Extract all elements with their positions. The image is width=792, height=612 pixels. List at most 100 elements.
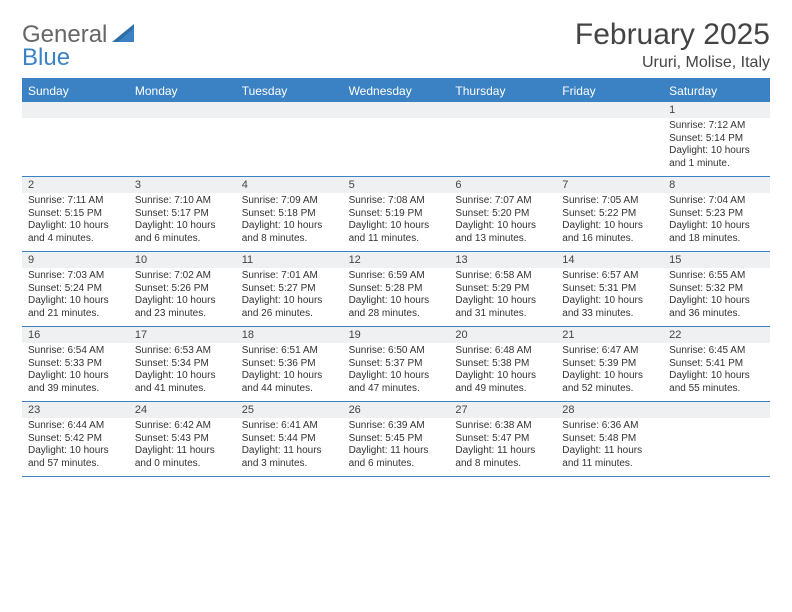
day-number [343,102,450,118]
day-number: 22 [663,327,770,343]
day-info-line: Sunrise: 6:58 AM [455,270,550,283]
day-cell [556,118,663,176]
day-number-row: 2345678 [22,177,770,193]
day-cell [22,118,129,176]
day-info-line: Daylight: 11 hours [455,445,550,458]
week-row: Sunrise: 6:54 AMSunset: 5:33 PM Daylight:… [22,343,770,402]
day-info-line: Sunrise: 7:05 AM [562,195,657,208]
day-cell: Sunrise: 6:39 AMSunset: 5:45 PMDaylight:… [343,418,450,476]
day-of-week-label: Tuesday [236,80,343,102]
day-info-line: Sunrise: 6:39 AM [349,420,444,433]
day-info-line: Sunrise: 6:55 AM [669,270,764,283]
month-title: February 2025 [575,18,770,52]
day-number: 4 [236,177,343,193]
day-cell: Sunrise: 6:41 AMSunset: 5:44 PMDaylight:… [236,418,343,476]
day-info-line: Sunrise: 7:01 AM [242,270,337,283]
day-cell: Sunrise: 6:48 AMSunset: 5:38 PMDaylight:… [449,343,556,401]
day-number: 9 [22,252,129,268]
day-cell: Sunrise: 6:42 AMSunset: 5:43 PMDaylight:… [129,418,236,476]
day-info-line: Sunset: 5:44 PM [242,433,337,446]
day-info-line: Sunrise: 6:54 AM [28,345,123,358]
calendar: SundayMondayTuesdayWednesdayThursdayFrid… [22,78,770,477]
day-info-line: Daylight: 10 hours [455,295,550,308]
day-info-line: and 21 minutes. [28,308,123,321]
day-info-line: Daylight: 10 hours [562,370,657,383]
day-number: 8 [663,177,770,193]
day-cell: Sunrise: 7:02 AMSunset: 5:26 PMDaylight:… [129,268,236,326]
day-info-line: and 6 minutes. [135,233,230,246]
day-info-line: Daylight: 11 hours [349,445,444,458]
day-info-line: and 3 minutes. [242,458,337,471]
day-of-week-header: SundayMondayTuesdayWednesdayThursdayFrid… [22,80,770,102]
day-info-line: Sunrise: 7:09 AM [242,195,337,208]
day-info-line: and 47 minutes. [349,383,444,396]
day-info-line: and 4 minutes. [28,233,123,246]
day-info-line: Sunset: 5:32 PM [669,283,764,296]
brand-sail-icon [112,24,134,47]
day-number: 7 [556,177,663,193]
day-cell [236,118,343,176]
day-info-line: Sunset: 5:29 PM [455,283,550,296]
day-of-week-label: Saturday [663,80,770,102]
day-number: 15 [663,252,770,268]
day-cell: Sunrise: 7:04 AMSunset: 5:23 PMDaylight:… [663,193,770,251]
day-info-line: Sunrise: 6:57 AM [562,270,657,283]
day-info-line: Sunrise: 6:48 AM [455,345,550,358]
day-info-line: Sunset: 5:33 PM [28,358,123,371]
day-of-week-label: Thursday [449,80,556,102]
day-info-line: and 31 minutes. [455,308,550,321]
day-info-line: Sunset: 5:45 PM [349,433,444,446]
day-info-line: Daylight: 10 hours [669,295,764,308]
day-info-line: Sunset: 5:27 PM [242,283,337,296]
day-info-line: and 26 minutes. [242,308,337,321]
day-number-row: 232425262728 [22,402,770,418]
day-info-line: and 49 minutes. [455,383,550,396]
day-number: 12 [343,252,450,268]
day-cell: Sunrise: 7:01 AMSunset: 5:27 PMDaylight:… [236,268,343,326]
day-of-week-label: Sunday [22,80,129,102]
day-info-line: Sunset: 5:39 PM [562,358,657,371]
day-info-line: and 55 minutes. [669,383,764,396]
day-info-line: Daylight: 10 hours [455,220,550,233]
day-info-line: Sunset: 5:36 PM [242,358,337,371]
day-info-line: Daylight: 10 hours [349,370,444,383]
day-number: 20 [449,327,556,343]
day-number: 16 [22,327,129,343]
day-cell: Sunrise: 6:54 AMSunset: 5:33 PMDaylight:… [22,343,129,401]
day-cell: Sunrise: 7:10 AMSunset: 5:17 PMDaylight:… [129,193,236,251]
day-info-line: Sunrise: 7:03 AM [28,270,123,283]
day-cell: Sunrise: 7:08 AMSunset: 5:19 PMDaylight:… [343,193,450,251]
day-number: 2 [22,177,129,193]
day-number [236,102,343,118]
day-info-line: Sunset: 5:19 PM [349,208,444,221]
day-info-line: Sunset: 5:22 PM [562,208,657,221]
day-info-line: and 23 minutes. [135,308,230,321]
day-number-row: 1 [22,102,770,118]
header: General Blue February 2025 Ururi, Molise… [22,18,770,72]
day-info-line: and 13 minutes. [455,233,550,246]
day-info-line: Daylight: 10 hours [242,295,337,308]
day-info-line: Sunrise: 6:50 AM [349,345,444,358]
day-info-line: Daylight: 10 hours [242,220,337,233]
day-info-line: Sunset: 5:34 PM [135,358,230,371]
day-info-line: and 16 minutes. [562,233,657,246]
day-cell: Sunrise: 6:58 AMSunset: 5:29 PMDaylight:… [449,268,556,326]
day-cell: Sunrise: 6:57 AMSunset: 5:31 PMDaylight:… [556,268,663,326]
day-info-line: and 44 minutes. [242,383,337,396]
day-info-line: Daylight: 10 hours [28,445,123,458]
day-cell: Sunrise: 6:50 AMSunset: 5:37 PMDaylight:… [343,343,450,401]
day-info-line: Daylight: 10 hours [455,370,550,383]
day-cell [343,118,450,176]
day-cell: Sunrise: 7:07 AMSunset: 5:20 PMDaylight:… [449,193,556,251]
day-info-line: Sunrise: 7:10 AM [135,195,230,208]
weeks-container: 1Sunrise: 7:12 AMSunset: 5:14 PMDaylight… [22,102,770,477]
day-info-line: Sunrise: 6:44 AM [28,420,123,433]
day-info-line: Sunset: 5:37 PM [349,358,444,371]
day-number: 11 [236,252,343,268]
day-info-line: and 36 minutes. [669,308,764,321]
day-number: 1 [663,102,770,118]
day-cell: Sunrise: 6:47 AMSunset: 5:39 PMDaylight:… [556,343,663,401]
day-info-line: Sunrise: 6:47 AM [562,345,657,358]
day-cell: Sunrise: 7:12 AMSunset: 5:14 PMDaylight:… [663,118,770,176]
week-row: Sunrise: 7:03 AMSunset: 5:24 PMDaylight:… [22,268,770,327]
